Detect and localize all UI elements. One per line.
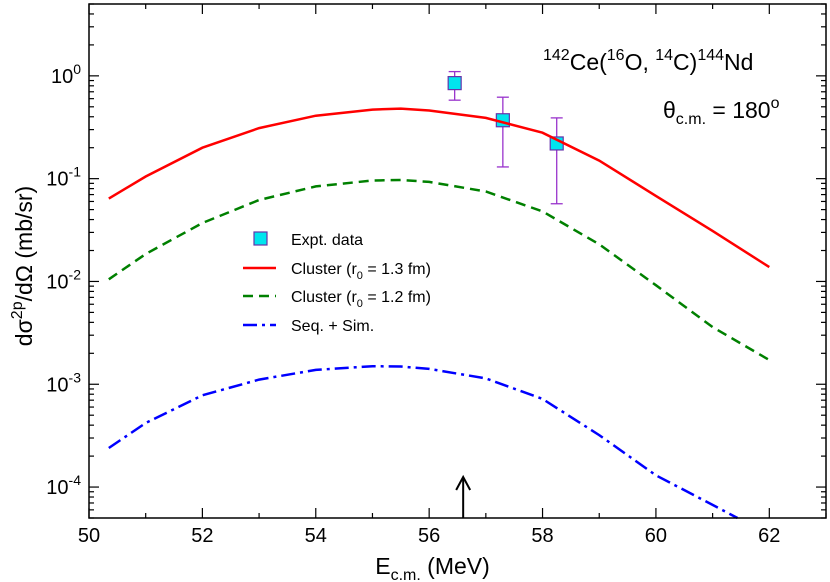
- x-tick-label: 54: [305, 525, 327, 547]
- y-tick-label: 10-3: [46, 369, 81, 396]
- arrow-head: [455, 474, 472, 491]
- x-tick-label: 60: [645, 525, 667, 547]
- x-tick-label: 58: [531, 525, 553, 547]
- legend-marker: [253, 231, 268, 246]
- series-line-2: [108, 178, 770, 362]
- legend-label: Seq. + Sim.: [291, 318, 374, 335]
- data-point: [447, 76, 462, 91]
- legend-label: Cluster (r0 = 1.2 fm): [291, 289, 431, 310]
- y-axis-label: dσ2p/dΩ (mb/sr): [9, 186, 37, 346]
- y-tick-label: 10-2: [46, 266, 81, 293]
- series-line-1: [108, 107, 770, 269]
- y-tick-label: 10-4: [46, 472, 81, 499]
- y-tick-label: 100: [51, 61, 81, 88]
- legend-label: Expt. data: [291, 232, 363, 249]
- series-line-3: [108, 364, 739, 520]
- x-tick-label: 52: [191, 525, 213, 547]
- x-tick-label: 62: [758, 525, 780, 547]
- x-tick-label: 50: [78, 525, 100, 547]
- y-tick-label: 10-1: [46, 164, 81, 191]
- x-axis-label: Ec.m. (MeV): [375, 553, 490, 582]
- plot-frame: [88, 3, 827, 519]
- angle-annotation: θc.m. = 180o: [663, 95, 780, 128]
- x-tick-label: 56: [418, 525, 440, 547]
- chart-title: 142Ce(16O, 14C)144Nd: [543, 47, 753, 75]
- legend-label: Cluster (r0 = 1.3 fm): [291, 261, 431, 282]
